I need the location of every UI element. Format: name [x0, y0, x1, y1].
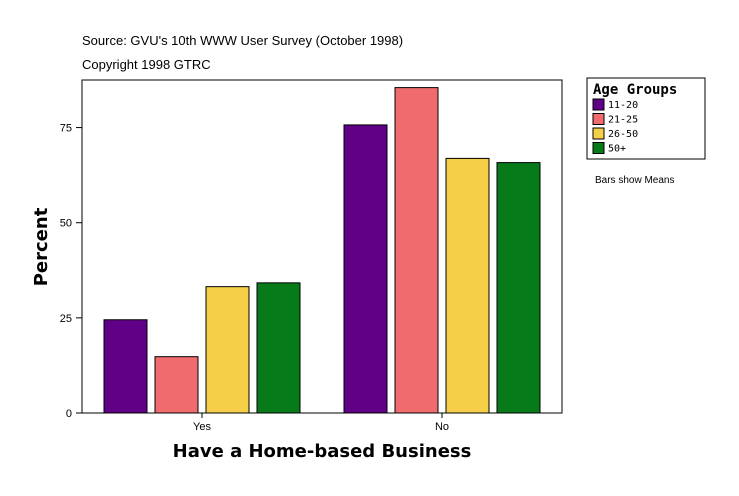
y-tick-label: 75 — [60, 123, 72, 135]
y-tick-label: 0 — [66, 408, 72, 420]
bar-no-50+ — [496, 162, 541, 414]
legend-swatch-26-50 — [592, 127, 605, 140]
bars — [103, 87, 541, 414]
bar-no-21-25 — [394, 87, 439, 414]
y-axis: 0 25 50 75 — [60, 123, 82, 420]
bar-yes-50+ — [256, 282, 301, 414]
x-tick-label-no: No — [435, 421, 449, 433]
y-tick-label: 50 — [60, 218, 72, 230]
bars-note: Bars show Means — [595, 175, 674, 186]
legend: Age Groups 11-20 21-25 26-50 50+ — [586, 77, 706, 160]
bar-no-26-50 — [445, 157, 490, 414]
legend-swatch-50+ — [592, 142, 605, 154]
source-text: Source: GVU's 10th WWW User Survey (Octo… — [82, 33, 403, 48]
legend-label-21-25: 21-25 — [608, 115, 638, 126]
x-axis-title: Have a Home-based Business — [173, 441, 472, 462]
legend-label-50+: 50+ — [608, 144, 626, 155]
copyright-text: Copyright 1998 GTRC — [82, 57, 211, 72]
bar-no-11-20 — [343, 124, 388, 414]
bar-yes-26-50 — [205, 286, 250, 414]
y-tick-label: 25 — [60, 313, 72, 325]
y-axis-title: Percent — [31, 207, 52, 286]
plot-area — [81, 79, 563, 414]
legend-swatch-11-20 — [592, 98, 605, 111]
bar-yes-11-20 — [103, 319, 148, 414]
legend-box — [586, 77, 706, 160]
legend-label-26-50: 26-50 — [608, 129, 638, 140]
bar-yes-21-25 — [154, 356, 199, 414]
legend-swatch-21-25 — [592, 113, 605, 125]
legend-label-11-20: 11-20 — [608, 100, 638, 111]
x-axis: Yes No — [193, 413, 449, 433]
legend-title: Age Groups — [593, 82, 677, 98]
legend-items: 11-20 21-25 26-50 50+ — [592, 98, 638, 155]
x-tick-label-yes: Yes — [193, 421, 211, 433]
